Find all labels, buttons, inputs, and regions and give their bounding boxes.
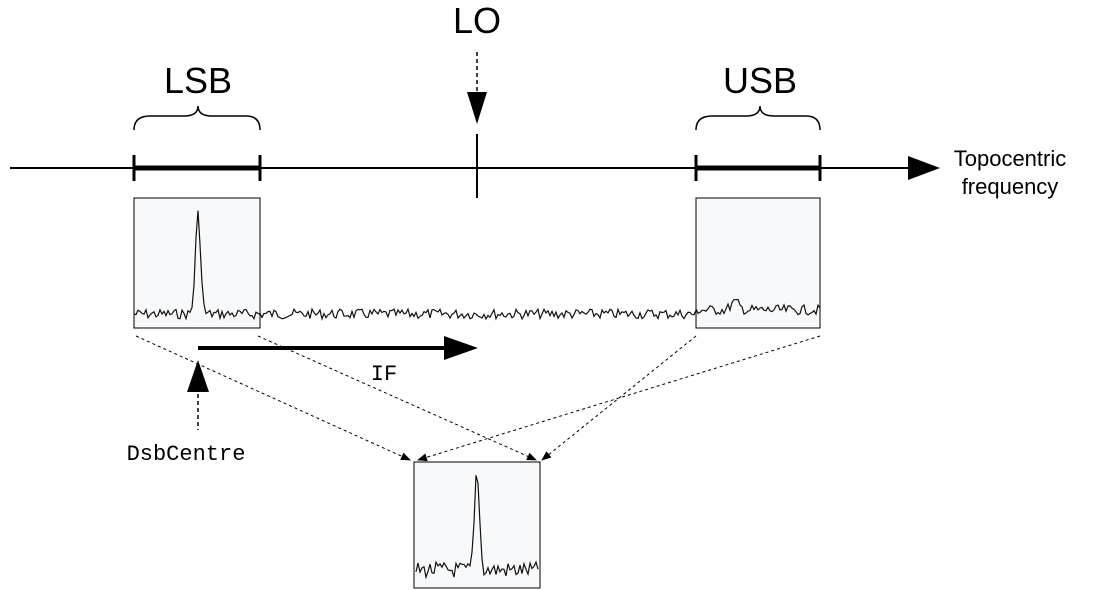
lo-arrowhead	[467, 92, 487, 124]
lo-label: LO	[453, 0, 501, 41]
mapping-line-lsb-left	[135, 335, 411, 461]
dsbcentre-label: DsbCentre	[127, 442, 246, 467]
dsbcentre-arrowhead	[187, 360, 209, 392]
usb-label: USB	[723, 60, 797, 101]
mapping-line-lsb-right	[257, 335, 537, 461]
if-arrowhead	[444, 336, 478, 360]
frequency-axis-arrowhead	[908, 156, 940, 180]
mapping-line-usb-right	[417, 335, 821, 462]
lsb-brace	[133, 105, 261, 131]
lsb-label: LSB	[164, 60, 232, 101]
if-noise-trace	[259, 307, 697, 321]
usb-brace	[695, 105, 821, 131]
lsb-spectrum-trace	[133, 210, 261, 321]
usb-spectrum-trace	[695, 298, 821, 316]
if-label: IF	[371, 362, 397, 387]
combined-spectrum-trace	[415, 475, 539, 580]
axis-label-topocentric: Topocentric	[954, 146, 1067, 171]
axis-label-frequency: frequency	[962, 174, 1059, 199]
usb-spectrum-panel	[695, 197, 821, 329]
